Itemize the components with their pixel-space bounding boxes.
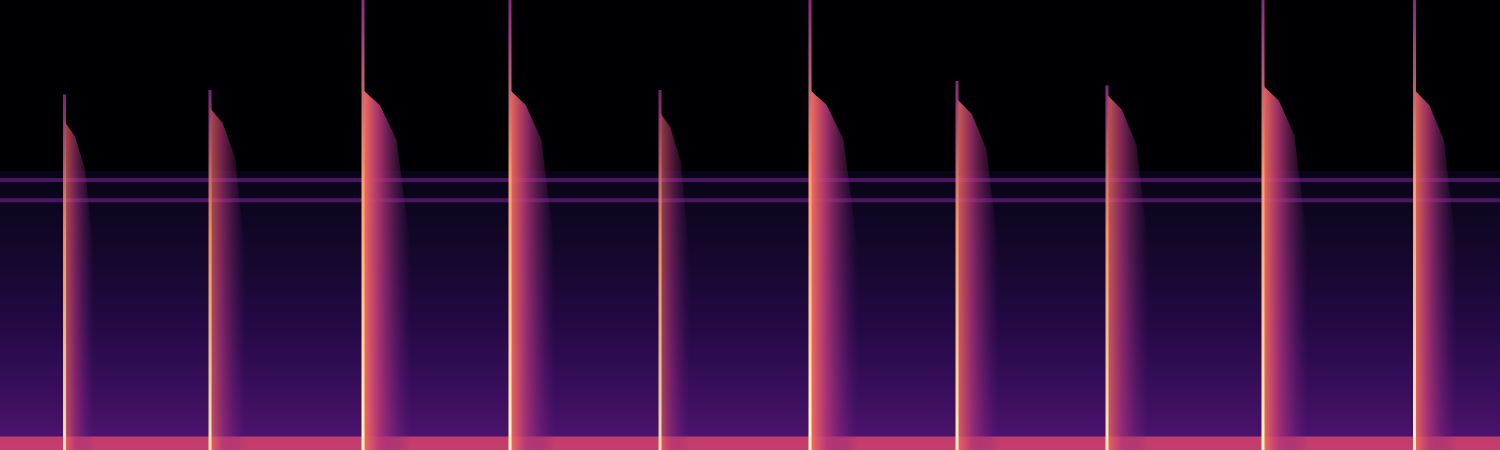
decay-tail — [810, 90, 858, 450]
decay-tail — [363, 90, 411, 450]
decay-tail — [210, 108, 246, 450]
impulse — [362, 0, 365, 450]
decay-tail — [1107, 95, 1149, 450]
impulse — [956, 81, 959, 450]
impulse — [659, 90, 662, 450]
decay-tail — [1415, 90, 1457, 450]
impulse — [1262, 0, 1265, 450]
impulse — [809, 0, 812, 450]
impulse — [509, 0, 512, 450]
decay-tail — [510, 90, 555, 450]
background — [0, 0, 1500, 450]
decay-tail — [1263, 86, 1308, 450]
decay-tail — [660, 113, 690, 450]
impulse — [1106, 86, 1109, 450]
plot-area — [0, 0, 1500, 450]
impulse — [209, 90, 212, 450]
decay-tail — [65, 122, 95, 450]
impulse — [1413, 0, 1416, 450]
impulse — [63, 95, 66, 450]
spectrogram — [0, 0, 1500, 450]
decay-tail — [957, 99, 999, 450]
